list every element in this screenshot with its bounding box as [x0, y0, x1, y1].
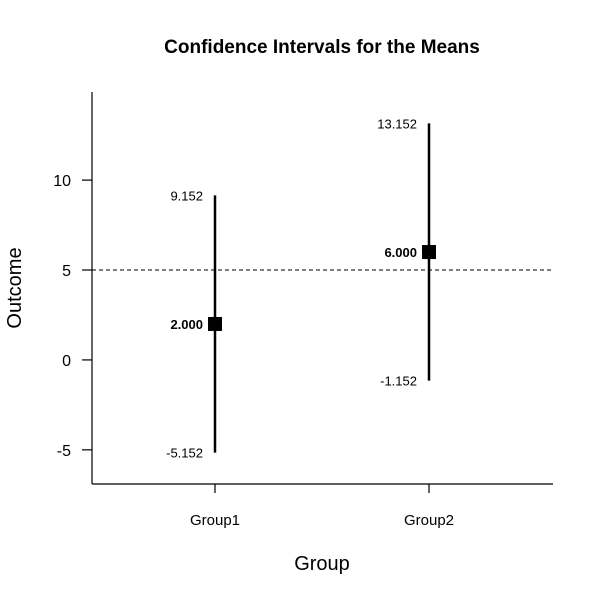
lower-bound-label: -1.152 — [380, 374, 417, 389]
mean-label: 2.000 — [170, 317, 203, 332]
confidence-intervals: 2.000 9.152 -5.152 6.000 13.152 -1.152 — [166, 116, 436, 461]
mean-label: 6.000 — [384, 245, 417, 260]
x-axis-ticks: Group1 Group2 — [190, 484, 454, 529]
upper-bound-label: 13.152 — [377, 116, 417, 131]
y-tick-label: 5 — [62, 263, 71, 280]
x-tick-label: Group2 — [404, 512, 454, 529]
x-tick-label: Group1 — [190, 512, 240, 529]
upper-bound-label: 9.152 — [170, 188, 203, 203]
y-tick-label: 0 — [62, 353, 71, 370]
mean-marker — [208, 316, 222, 331]
chart-title: Confidence Intervals for the Means — [164, 37, 480, 58]
y-axis-label: Outcome — [4, 247, 26, 328]
y-axis-ticks: -5 0 5 10 — [53, 173, 92, 460]
x-axis-label: Group — [294, 553, 350, 575]
y-tick-label: 10 — [53, 173, 71, 190]
lower-bound-label: -5.152 — [166, 446, 203, 461]
y-tick-label: -5 — [57, 443, 71, 460]
mean-marker — [422, 245, 436, 260]
